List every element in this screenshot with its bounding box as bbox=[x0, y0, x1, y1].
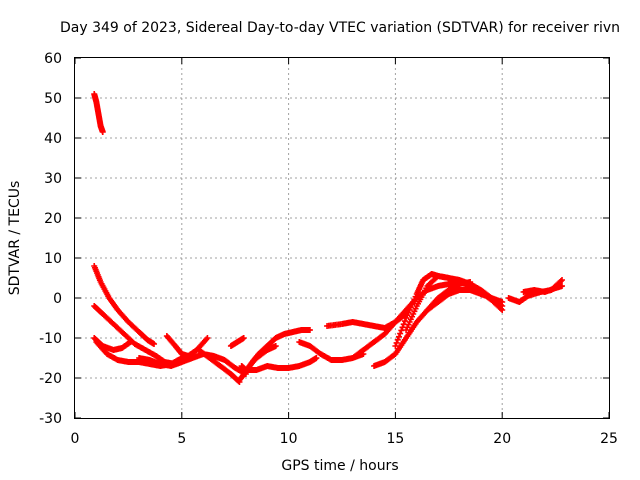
x-tick-label: 0 bbox=[71, 431, 80, 447]
x-tick-label: 25 bbox=[600, 431, 618, 447]
data-point bbox=[394, 336, 401, 343]
data-point bbox=[240, 335, 247, 341]
series-arc-a bbox=[91, 263, 158, 347]
data-point bbox=[99, 129, 106, 135]
y-tick-label: 60 bbox=[44, 51, 62, 67]
data-points bbox=[91, 91, 566, 385]
data-point bbox=[498, 305, 505, 312]
y-tick-label: -10 bbox=[39, 331, 62, 347]
chart-title: Day 349 of 2023, Sidereal Day-to-day VTE… bbox=[60, 20, 620, 36]
series-arc-u bbox=[520, 283, 566, 295]
data-point bbox=[392, 343, 399, 349]
x-axis-label: GPS time / hours bbox=[281, 458, 398, 474]
x-tick-label: 10 bbox=[280, 431, 298, 447]
data-point bbox=[395, 333, 402, 340]
y-axis-label: SDTVAR / TECUs bbox=[7, 181, 23, 296]
data-point bbox=[401, 318, 408, 325]
series-arc-i bbox=[238, 355, 320, 373]
data-point bbox=[393, 339, 400, 346]
series-arc-f bbox=[163, 333, 211, 359]
data-point bbox=[559, 283, 566, 289]
tick-labels: 0 5 10 15 20 25 -30 -20 -10 0 10 20 30 40 50 60 bbox=[39, 51, 618, 447]
data-point bbox=[306, 327, 313, 333]
data-point bbox=[204, 335, 211, 341]
y-tick-label: 10 bbox=[44, 251, 62, 267]
data-point bbox=[557, 278, 564, 285]
x-tick-label: 20 bbox=[493, 431, 511, 447]
series-arc-l bbox=[296, 339, 367, 363]
y-tick-label: 0 bbox=[53, 291, 62, 307]
x-tick-label: 15 bbox=[386, 431, 404, 447]
x-tick-label: 5 bbox=[177, 431, 186, 447]
data-point bbox=[313, 355, 320, 361]
grid-lines bbox=[75, 58, 609, 418]
y-tick-label: -20 bbox=[39, 371, 62, 387]
data-point bbox=[151, 341, 158, 347]
y-tick-label: -30 bbox=[39, 411, 62, 427]
data-point bbox=[559, 277, 566, 283]
data-point bbox=[272, 343, 279, 349]
y-tick-label: 50 bbox=[44, 91, 62, 107]
data-point bbox=[127, 339, 134, 345]
series-arc-h bbox=[227, 335, 247, 349]
series-arc-k bbox=[242, 343, 279, 373]
series-arc-high bbox=[91, 91, 106, 135]
plot-frame bbox=[74, 57, 610, 419]
y-tick-label: 40 bbox=[44, 131, 62, 147]
series-arc-q bbox=[403, 273, 463, 333]
data-point bbox=[499, 307, 506, 313]
y-tick-label: 20 bbox=[44, 211, 62, 227]
data-point bbox=[397, 330, 404, 337]
y-tick-label: 30 bbox=[44, 171, 62, 187]
series-arc-s bbox=[456, 279, 506, 313]
